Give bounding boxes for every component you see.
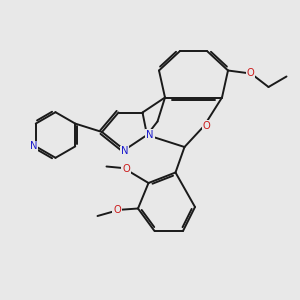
Text: O: O [113,205,121,215]
Text: N: N [146,130,154,140]
Text: O: O [122,164,130,175]
Text: N: N [30,141,37,152]
Text: O: O [247,68,254,79]
Text: O: O [202,121,210,131]
Text: N: N [121,146,128,157]
